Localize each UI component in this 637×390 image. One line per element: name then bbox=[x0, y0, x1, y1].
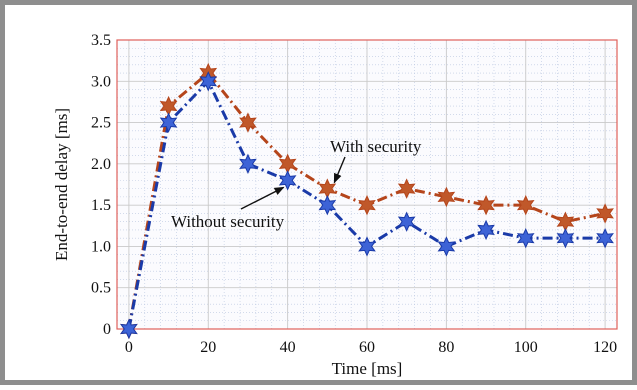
data-point bbox=[477, 194, 495, 216]
y-tick-label: 2.5 bbox=[91, 115, 111, 132]
data-point bbox=[397, 178, 416, 199]
data-point bbox=[477, 219, 495, 241]
data-point bbox=[278, 170, 297, 191]
y-tick-label: 1.0 bbox=[91, 238, 111, 255]
data-point bbox=[239, 153, 257, 175]
data-point bbox=[437, 236, 456, 257]
annotation-layer: With security Without security bbox=[171, 137, 422, 231]
data-point bbox=[437, 186, 456, 208]
x-tick-label: 60 bbox=[359, 339, 375, 356]
series-without-security bbox=[120, 71, 614, 340]
data-point bbox=[120, 318, 138, 340]
series-layer bbox=[120, 62, 614, 340]
data-point bbox=[596, 227, 614, 249]
line-chart: 0 20 40 60 80 100 120 0 0.5 1.0 1.5 2.0 2.5 3.0 3.5 W… bbox=[52, 32, 618, 378]
annotation-arrow-with-security bbox=[333, 156, 346, 184]
x-tick-label: 0 bbox=[125, 339, 133, 356]
data-point bbox=[199, 71, 218, 92]
y-tick-label: 3.5 bbox=[91, 32, 111, 49]
data-point bbox=[358, 236, 376, 257]
annotation-arrow-without-security bbox=[240, 186, 285, 210]
data-point bbox=[239, 112, 257, 133]
data-point bbox=[159, 112, 178, 133]
x-axis-label: Time [ms] bbox=[332, 359, 403, 378]
x-tick-label: 40 bbox=[280, 339, 296, 356]
data-point bbox=[516, 227, 535, 249]
plot-border bbox=[116, 39, 618, 330]
data-point bbox=[358, 194, 376, 216]
x-tick-label: 80 bbox=[438, 339, 454, 356]
y-tick-label: 2.0 bbox=[91, 156, 111, 173]
y-axis-ticks: 0 0.5 1.0 1.5 2.0 2.5 3.0 3.5 bbox=[91, 32, 111, 338]
x-tick-label: 20 bbox=[200, 339, 216, 356]
y-tick-label: 3.0 bbox=[91, 73, 111, 90]
series-with-security bbox=[120, 62, 614, 340]
x-tick-label: 120 bbox=[593, 339, 617, 356]
data-point bbox=[318, 194, 337, 216]
y-axis-label: End-to-end delay [ms] bbox=[52, 108, 71, 261]
annotation-without-security: Without security bbox=[171, 212, 285, 231]
data-point bbox=[556, 227, 575, 249]
y-tick-label: 0 bbox=[103, 321, 111, 338]
y-tick-label: 0.5 bbox=[91, 280, 111, 297]
annotation-with-security: With security bbox=[330, 137, 422, 156]
x-tick-label: 100 bbox=[514, 339, 538, 356]
data-point bbox=[397, 211, 416, 232]
data-point bbox=[596, 203, 614, 224]
y-tick-label: 1.5 bbox=[91, 197, 111, 214]
data-point bbox=[516, 194, 535, 216]
x-axis-ticks: 0 20 40 60 80 100 120 bbox=[125, 339, 617, 356]
